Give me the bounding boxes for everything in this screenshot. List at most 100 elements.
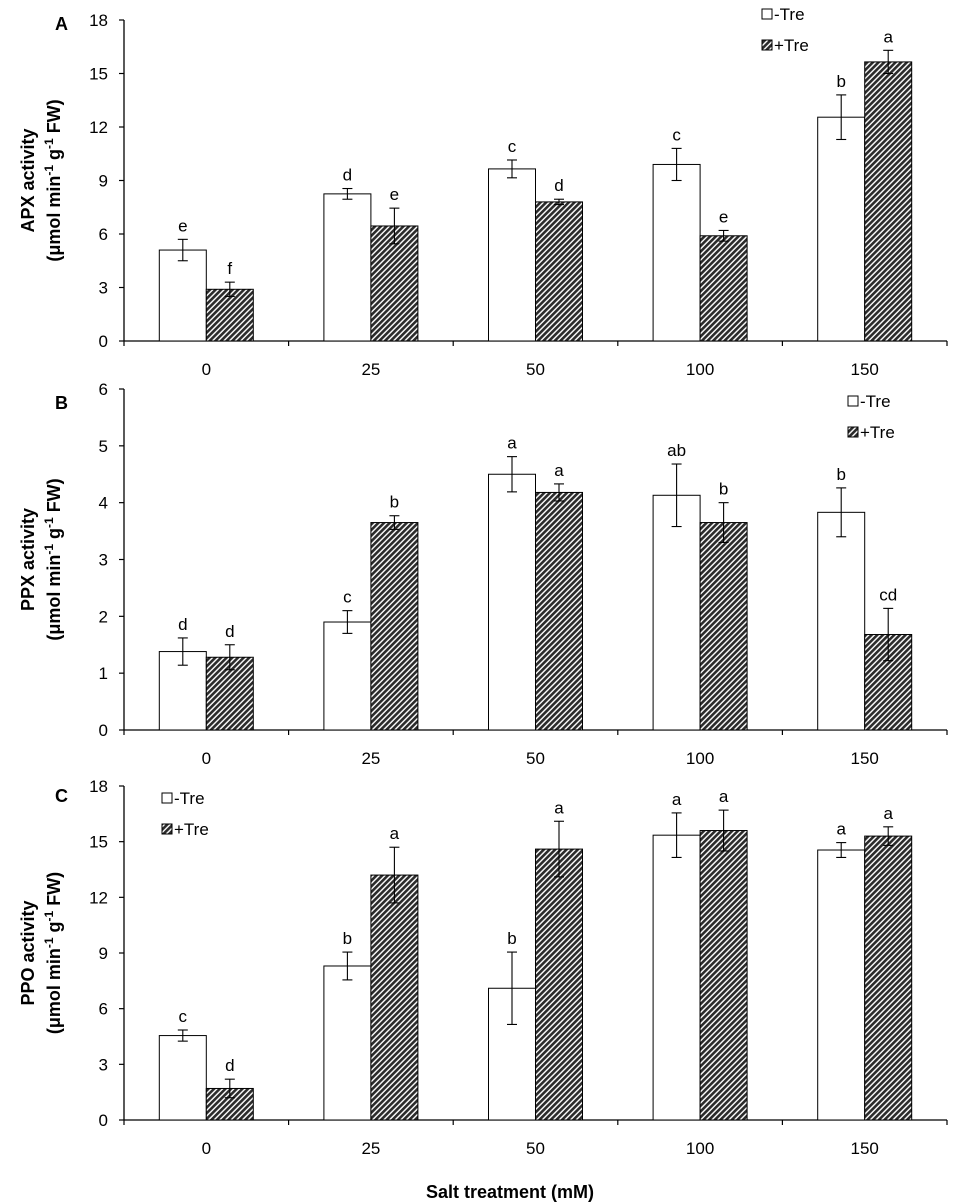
- significance-label: f: [227, 259, 232, 278]
- significance-label: d: [225, 1056, 234, 1075]
- y-tick-label: 3: [99, 1055, 108, 1074]
- significance-label: b: [343, 929, 352, 948]
- bar-plus-tre: [699, 522, 748, 731]
- bar-minus-tre: [158, 249, 207, 342]
- bar-minus-tre: [652, 494, 701, 731]
- bar-minus-tre: [323, 965, 372, 1121]
- significance-label: c: [343, 588, 352, 607]
- bar-minus-tre: [488, 168, 536, 342]
- legend-swatch-minus-tre: [761, 8, 773, 20]
- significance-label: d: [178, 615, 187, 634]
- y-axis-label: PPX activity: [18, 508, 38, 611]
- bar-plus-tre: [205, 1087, 254, 1121]
- bar-plus-tre: [535, 491, 583, 731]
- y-tick-label: 1: [99, 664, 108, 683]
- significance-label: b: [719, 480, 728, 499]
- bar-minus-tre: [158, 1035, 207, 1121]
- legend: -Tre +Tre: [161, 789, 209, 839]
- significance-label: a: [883, 27, 893, 46]
- bar-plus-tre: [370, 522, 419, 731]
- significance-label: e: [178, 216, 187, 235]
- y-tick-label: 9: [99, 172, 108, 191]
- y-tick-label: 18: [89, 777, 108, 796]
- y-axis-unit-label: (μmol min-1 g-1 FW): [42, 99, 64, 261]
- y-tick-label: 12: [89, 118, 108, 137]
- x-tick-label: 150: [851, 749, 879, 768]
- bar-minus-tre: [652, 163, 701, 342]
- significance-label: e: [390, 185, 399, 204]
- x-tick-label: 0: [202, 1139, 211, 1158]
- panel-letter: C: [55, 786, 68, 806]
- y-tick-label: 3: [99, 279, 108, 298]
- x-tick-label: 50: [526, 1139, 545, 1158]
- y-tick-label: 6: [99, 1000, 108, 1019]
- legend-swatch-minus-tre: [161, 792, 173, 804]
- y-tick-label: 15: [89, 65, 108, 84]
- significance-label: c: [672, 125, 681, 144]
- y-tick-label: 5: [99, 437, 108, 456]
- y-tick-label: 6: [99, 225, 108, 244]
- legend-label-minus-tre: -Tre: [174, 789, 205, 808]
- legend-label-plus-tre: +Tre: [860, 423, 895, 442]
- x-tick-label: 25: [361, 1139, 380, 1158]
- bar-minus-tre: [323, 621, 372, 731]
- significance-label: a: [554, 798, 564, 817]
- y-tick-label: 0: [99, 1111, 108, 1130]
- legend-swatch-plus-tre: [761, 39, 773, 51]
- x-tick-label: 0: [202, 360, 211, 379]
- x-tick-label: 25: [361, 360, 380, 379]
- bar-minus-tre: [652, 834, 701, 1121]
- legend-swatch-minus-tre: [847, 395, 859, 407]
- x-tick-label: 25: [361, 749, 380, 768]
- significance-label: a: [390, 824, 400, 843]
- y-tick-label: 6: [99, 380, 108, 399]
- significance-label: b: [507, 929, 516, 948]
- bar-plus-tre: [535, 201, 583, 342]
- legend-label-plus-tre: +Tre: [774, 36, 809, 55]
- bar-plus-tre: [864, 61, 913, 342]
- y-tick-label: 3: [99, 551, 108, 570]
- significance-label: b: [836, 465, 845, 484]
- panel-a: A 0 3 6 9 12 15 18 0 25 50 100 150 e d c c b f e d e a APX acti…: [18, 5, 948, 379]
- y-tick-label: 0: [99, 721, 108, 740]
- bar-plus-tre: [205, 288, 254, 342]
- y-axis-unit-label: (μmol min-1 g-1 FW): [42, 478, 64, 640]
- y-tick-label: 2: [99, 607, 108, 626]
- y-axis-label: PPO activity: [18, 900, 38, 1005]
- x-tick-label: 100: [686, 1139, 714, 1158]
- significance-label: cd: [879, 585, 897, 604]
- legend-label-minus-tre: -Tre: [774, 5, 805, 24]
- x-axis-title: Salt treatment (mM): [426, 1182, 594, 1202]
- bar-plus-tre: [864, 835, 913, 1121]
- y-tick-label: 4: [99, 494, 108, 513]
- bar-minus-tre: [488, 473, 536, 731]
- significance-label: a: [719, 787, 729, 806]
- bar-plus-tre: [699, 235, 748, 342]
- bar-plus-tre: [535, 848, 583, 1121]
- significance-label: b: [390, 493, 399, 512]
- x-tick-label: 50: [526, 749, 545, 768]
- bar-plus-tre: [370, 874, 419, 1121]
- x-tick-label: 50: [526, 360, 545, 379]
- significance-label: a: [836, 820, 846, 839]
- x-tick-label: 150: [851, 360, 879, 379]
- y-tick-label: 15: [89, 833, 108, 852]
- significance-label: a: [507, 434, 517, 453]
- significance-label: e: [719, 207, 728, 226]
- significance-label: c: [508, 137, 517, 156]
- significance-label: c: [179, 1007, 188, 1026]
- significance-label: d: [554, 176, 563, 195]
- legend-label-minus-tre: -Tre: [860, 392, 891, 411]
- legend-swatch-plus-tre: [847, 426, 859, 438]
- bar-minus-tre: [817, 511, 866, 731]
- x-tick-label: 100: [686, 749, 714, 768]
- x-tick-label: 100: [686, 360, 714, 379]
- significance-label: d: [343, 166, 352, 185]
- legend-swatch-plus-tre: [161, 823, 173, 835]
- significance-label: d: [225, 622, 234, 641]
- y-tick-label: 0: [99, 332, 108, 351]
- y-tick-label: 18: [89, 11, 108, 30]
- bar-plus-tre: [699, 830, 748, 1121]
- y-tick-label: 9: [99, 944, 108, 963]
